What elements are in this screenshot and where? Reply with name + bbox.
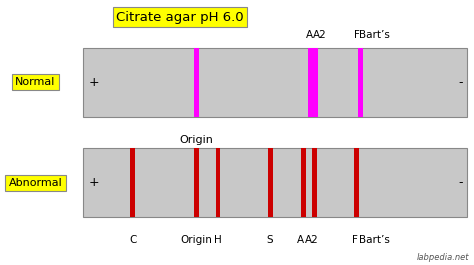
- Text: Origin: Origin: [180, 135, 214, 145]
- Text: H: H: [214, 235, 222, 245]
- Bar: [194, 148, 199, 217]
- Text: A: A: [296, 235, 304, 245]
- Bar: [194, 48, 199, 117]
- Bar: [301, 148, 306, 217]
- Bar: [83, 148, 467, 217]
- Bar: [312, 148, 317, 217]
- Text: Bart’s: Bart’s: [359, 235, 390, 245]
- Text: C: C: [129, 235, 137, 245]
- Text: F: F: [354, 30, 359, 40]
- Text: +: +: [89, 176, 99, 189]
- Bar: [268, 148, 273, 217]
- Bar: [354, 148, 359, 217]
- Text: S: S: [267, 235, 273, 245]
- Text: +: +: [89, 76, 99, 89]
- Bar: [308, 48, 318, 117]
- Bar: [358, 48, 363, 117]
- Text: A: A: [305, 30, 313, 40]
- Text: Abnormal: Abnormal: [9, 178, 63, 188]
- Text: A2: A2: [305, 235, 319, 245]
- Text: A2: A2: [313, 30, 327, 40]
- Text: Bart’s: Bart’s: [359, 30, 390, 40]
- Bar: [83, 48, 467, 117]
- Text: Origin: Origin: [181, 235, 213, 245]
- Text: F: F: [352, 235, 357, 245]
- Text: -: -: [459, 176, 463, 189]
- Text: -: -: [459, 76, 463, 89]
- Bar: [130, 148, 135, 217]
- Text: Normal: Normal: [15, 77, 56, 87]
- Bar: [216, 148, 220, 217]
- Text: Citrate agar pH 6.0: Citrate agar pH 6.0: [116, 11, 244, 24]
- Text: labpedia.net: labpedia.net: [417, 253, 469, 262]
